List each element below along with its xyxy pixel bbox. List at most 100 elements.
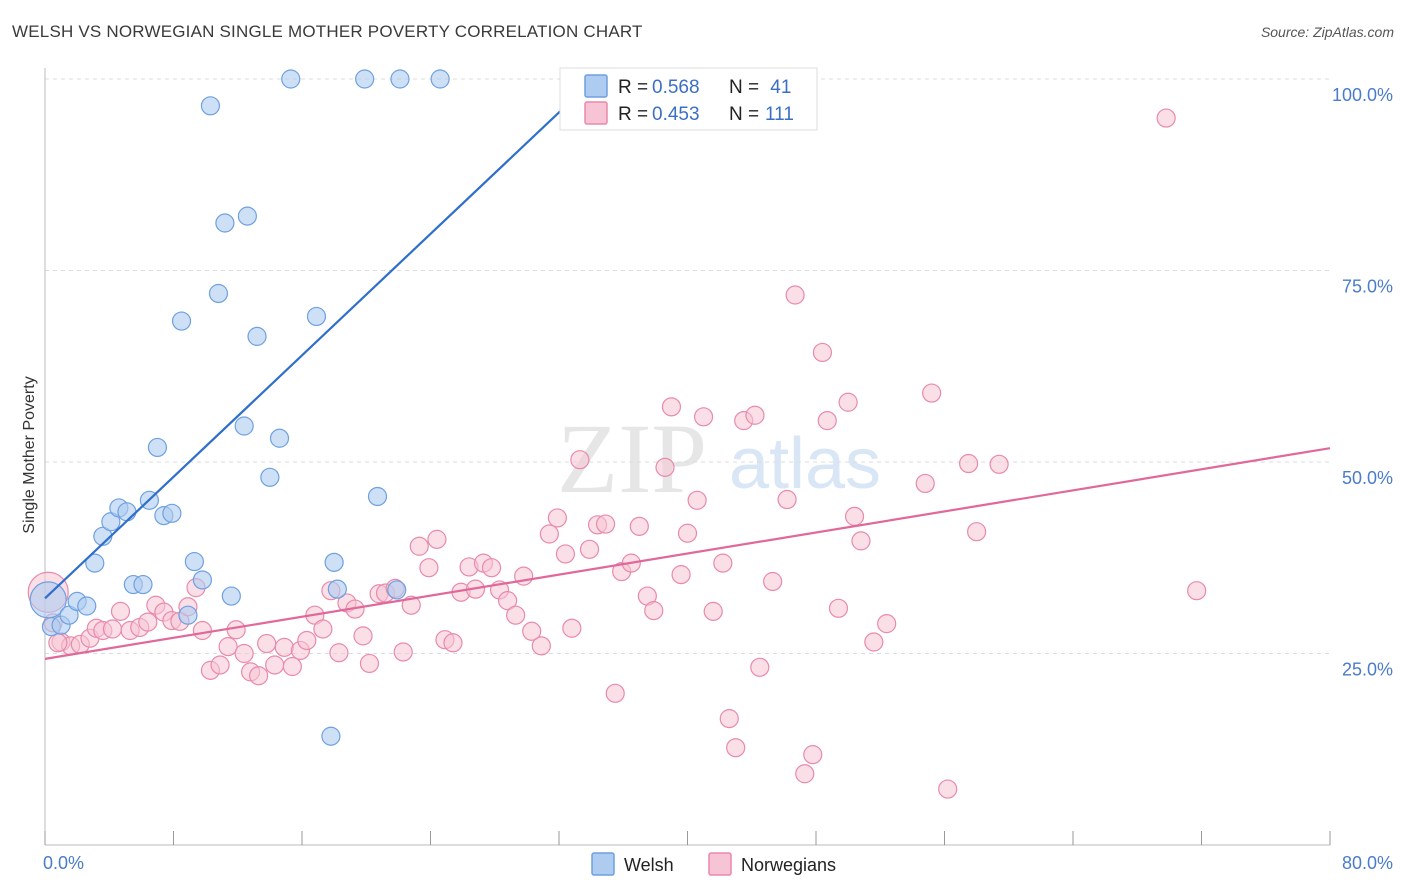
- norwegian-point: [481, 558, 502, 578]
- welsh-bottom-label: Welsh: [624, 855, 674, 875]
- welsh-n-value: 41: [765, 77, 791, 98]
- norwegian-point: [844, 506, 865, 526]
- chart-title: WELSH VS NORWEGIAN SINGLE MOTHER POVERTY…: [12, 22, 643, 41]
- welsh-point: [367, 486, 388, 507]
- norwegian-point: [102, 619, 123, 639]
- norwegian-point: [297, 630, 317, 651]
- watermark-atlas: atlas: [729, 424, 881, 504]
- norwegian-point: [579, 539, 600, 559]
- norwegian-point: [677, 523, 698, 543]
- welsh-trend-line: [44, 78, 596, 600]
- source-label: Source: ZipAtlas.com: [1260, 24, 1394, 40]
- welsh-r-value: 0.568: [652, 77, 700, 98]
- gridlines: [45, 78, 1330, 654]
- norwegian-point: [629, 516, 649, 536]
- welsh-point: [200, 96, 221, 116]
- norwegian-point: [555, 544, 576, 564]
- norwegian-point: [864, 632, 884, 652]
- norwegian-point: [353, 626, 373, 646]
- welsh-point: [321, 726, 341, 746]
- welsh-point: [147, 437, 168, 458]
- x-tick-label: 80.0%: [1342, 853, 1393, 873]
- norwegian-point: [763, 571, 783, 592]
- welsh-point: [117, 502, 137, 522]
- welsh-point: [387, 580, 407, 600]
- welsh-point: [77, 596, 97, 616]
- norwegian-point: [777, 489, 797, 510]
- norwegian-point: [282, 656, 302, 677]
- norwegian-legend-swatch: [584, 101, 608, 125]
- welsh-point: [247, 326, 267, 346]
- norwegian-point: [812, 342, 833, 363]
- norwegian-point: [226, 620, 246, 640]
- norwegian-point: [427, 529, 447, 549]
- norwegian-point: [329, 643, 349, 663]
- welsh-point: [260, 467, 280, 487]
- norwegian-point: [138, 612, 158, 632]
- welsh-bottom-swatch: [591, 852, 615, 876]
- norwegian-point: [693, 407, 714, 427]
- welsh-point: [221, 586, 241, 606]
- norwegian-bottom-label: Norwegians: [741, 855, 836, 875]
- norwegian-point: [257, 633, 277, 654]
- norwegian-point: [359, 653, 380, 674]
- norwegian-point: [989, 454, 1009, 474]
- welsh-point: [281, 69, 301, 89]
- y-tick-label: 100.0%: [1332, 85, 1393, 105]
- norwegian-r-label: R =: [618, 104, 648, 125]
- norwegian-point: [750, 657, 770, 677]
- norwegian-point: [234, 643, 254, 664]
- welsh-point: [327, 579, 347, 599]
- norwegian-point: [522, 621, 542, 641]
- norwegian-point: [443, 633, 463, 653]
- norwegian-trend-line: [44, 447, 1331, 660]
- norwegian-point: [795, 764, 815, 784]
- norwegian-point: [838, 392, 858, 412]
- norwegian-point: [745, 405, 765, 425]
- norwegian-n-value: 111: [765, 104, 794, 125]
- norwegian-point: [547, 508, 567, 528]
- norwegian-point: [265, 655, 285, 675]
- norwegian-point: [655, 457, 675, 477]
- series-legend: Welsh Norwegians: [591, 852, 836, 876]
- welsh-point: [355, 69, 375, 89]
- welsh-point: [430, 69, 450, 89]
- norwegian-point: [644, 601, 664, 621]
- trend-lines: [44, 78, 1331, 660]
- norwegian-point: [915, 473, 935, 494]
- norwegian-point: [192, 620, 213, 641]
- norwegian-point: [531, 636, 551, 656]
- y-tick-label: 25.0%: [1342, 660, 1393, 680]
- norwegian-point: [828, 598, 849, 618]
- welsh-point: [171, 311, 192, 331]
- welsh-point: [234, 416, 254, 436]
- norwegian-point: [661, 397, 682, 417]
- norwegian-point: [393, 642, 413, 662]
- norwegian-point: [409, 536, 429, 556]
- norwegian-point: [419, 558, 439, 578]
- welsh-point: [178, 605, 198, 625]
- x-tick-label: 0.0%: [43, 853, 84, 873]
- norwegian-r-value: 0.453: [652, 104, 700, 125]
- norwegian-point: [851, 531, 871, 551]
- norwegian-point: [785, 285, 805, 305]
- norwegian-point: [687, 490, 707, 510]
- y-axis-title: Single Mother Poverty: [21, 376, 38, 533]
- norwegian-point: [274, 637, 294, 657]
- welsh-point: [324, 552, 344, 572]
- norwegian-point: [605, 683, 625, 703]
- welsh-point: [85, 553, 105, 573]
- norwegian-point: [401, 595, 421, 615]
- norwegian-point: [967, 522, 987, 542]
- norwegian-point: [539, 524, 559, 544]
- norwegian-point: [938, 779, 958, 799]
- welsh-point: [306, 306, 327, 327]
- welsh-point: [208, 283, 229, 304]
- welsh-n-label: N =: [729, 77, 759, 98]
- y-tick-label: 50.0%: [1342, 468, 1393, 488]
- welsh-point: [390, 69, 410, 89]
- norwegian-point: [719, 709, 739, 729]
- y-tick-label: 75.0%: [1342, 277, 1393, 297]
- welsh-point: [237, 206, 257, 226]
